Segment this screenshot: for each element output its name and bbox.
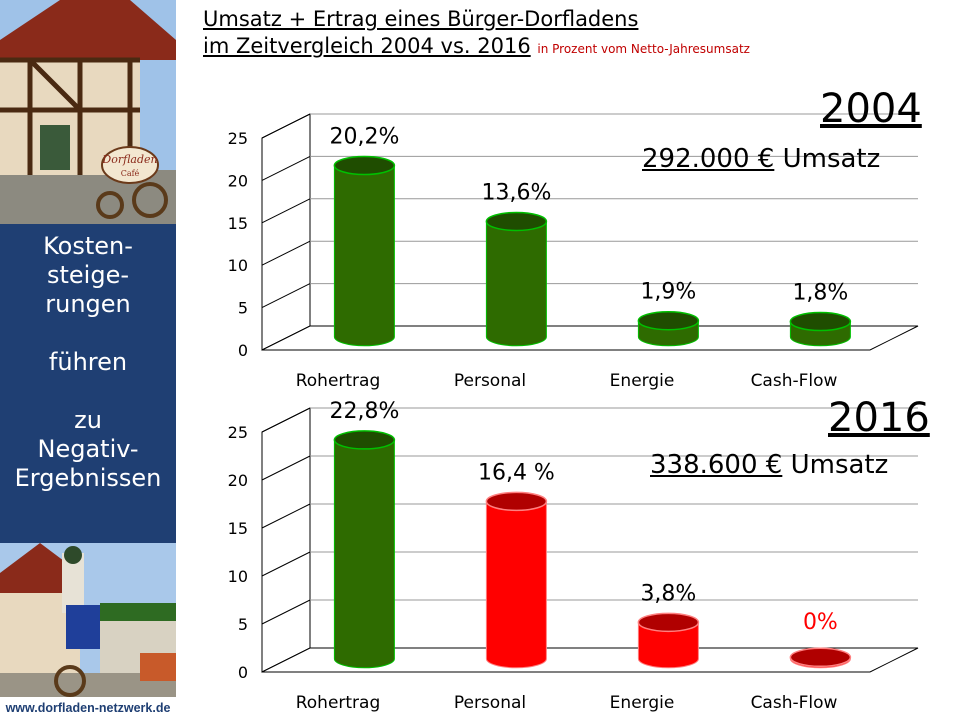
gridline-side [261, 455, 311, 481]
title-line-2: im Zeitvergleich 2004 vs. 2016 [203, 34, 531, 58]
page-title: Umsatz + Ertrag eines Bürger-Dorfladens … [203, 6, 750, 63]
floor [261, 325, 919, 351]
bar [789, 647, 852, 669]
revenue-2016-word: Umsatz [782, 450, 889, 480]
data-label: 13,6% [481, 180, 551, 205]
y-tick-label: 0 [238, 663, 248, 682]
x-category-label: Cash-Flow [751, 371, 838, 391]
gridline-side [261, 407, 311, 433]
data-label: 0% [803, 610, 838, 635]
shop-photo-bottom [0, 543, 176, 697]
bar-top [333, 155, 396, 176]
bar-top [333, 430, 396, 450]
shop-sign-subtext: Café [121, 169, 140, 178]
data-label: 20,2% [329, 125, 399, 150]
chart-2004-svg: 0 5 10 15 20 25 20,2% Rohertrag 13,6% Personal 1,9… [228, 113, 919, 391]
bar [485, 491, 548, 669]
side-wall [261, 407, 311, 673]
bar-body [333, 165, 395, 347]
sidebar-line: Ergebnissen [14, 464, 162, 492]
title-note: in Prozent vom Netto-Jahresumsatz [537, 42, 750, 56]
sidebar-line [0, 319, 176, 348]
bar [333, 430, 396, 669]
sidebar-line: steige- [46, 261, 129, 289]
sidebar-message: Kosten-steige-rungen führen zu Negativ- Erge… [0, 232, 176, 493]
y-tick-label: 10 [228, 256, 248, 275]
chart-2016-svg: 0 5 10 15 20 25 22,8% Rohertrag 16,4 % Personal 3,… [228, 399, 919, 713]
data-label: 1,8% [792, 281, 848, 306]
y-tick-label: 0 [238, 341, 248, 360]
gridline-side [261, 551, 311, 577]
sidebar-line [0, 377, 176, 406]
bar [789, 311, 852, 347]
x-category-label: Energie [610, 371, 675, 391]
x-category-label: Personal [454, 371, 526, 391]
bar-top [485, 491, 548, 512]
year-2004-label: 2004 [820, 86, 922, 132]
bar [637, 310, 700, 347]
bar-body [333, 439, 395, 669]
bar-top [637, 310, 700, 331]
gridline-side [261, 283, 311, 309]
gridline-side [261, 155, 311, 181]
year-2016-label: 2016 [828, 395, 930, 441]
y-tick-label: 20 [228, 471, 248, 490]
bar-body [485, 220, 547, 347]
x-category-label: Rohertrag [296, 693, 381, 713]
gridline-side [261, 113, 311, 139]
data-label: 16,4 % [478, 460, 555, 485]
gridline-side [261, 503, 311, 529]
bar-top [485, 211, 548, 232]
bar [485, 211, 548, 347]
y-tick-label: 25 [228, 129, 248, 148]
sidebar-line: Kosten- [43, 232, 133, 260]
side-wall [261, 113, 311, 351]
y-tick-label: 15 [228, 519, 248, 538]
revenue-2016-amount: 338.600 € [650, 450, 783, 480]
bar-body [637, 621, 699, 669]
y-tick-label: 20 [228, 171, 248, 190]
revenue-2004-amount: 292.000 € [642, 144, 775, 174]
bar-top [789, 647, 852, 668]
sidebar-line: zu [74, 406, 102, 434]
sidebar: Dorfladen Café Kosten-steige-rungen führe… [0, 0, 176, 720]
website-url[interactable]: www.dorfladen-netzwerk.de [0, 697, 176, 720]
x-category-label: Cash-Flow [751, 693, 838, 713]
sidebar-line: rungen [45, 290, 131, 318]
bar-top [637, 612, 700, 633]
sidebar-line: führen [48, 348, 128, 376]
y-tick-label: 10 [228, 567, 248, 586]
bar [637, 612, 700, 669]
gridline-side [261, 198, 311, 224]
gridline-side [261, 240, 311, 266]
y-tick-label: 25 [228, 423, 248, 442]
title-line-1: Umsatz + Ertrag eines Bürger-Dorfladens [203, 7, 639, 31]
chart-2004: 0 5 10 15 20 25 20,2% Rohertrag 13,6% Personal 1,9… [190, 80, 940, 400]
y-tick-label: 5 [238, 615, 248, 634]
data-label: 3,8% [640, 581, 696, 606]
floor [261, 647, 919, 673]
chart-2016: 0 5 10 15 20 25 22,8% Rohertrag 16,4 % Personal 3,… [190, 395, 940, 715]
shop-sign-text: Dorfladen [101, 153, 157, 166]
x-category-label: Personal [454, 693, 526, 713]
revenue-2016: 338.600 € Umsatz [650, 450, 888, 480]
sidebar-line: Negativ- [37, 435, 139, 463]
x-category-label: Energie [610, 693, 675, 713]
revenue-2004: 292.000 € Umsatz [642, 144, 880, 174]
bar-top [789, 311, 852, 332]
gridline-side [261, 599, 311, 625]
y-tick-label: 15 [228, 214, 248, 233]
y-tick-label: 5 [238, 299, 248, 318]
data-label: 22,8% [329, 399, 399, 424]
bar-body [485, 500, 547, 669]
shop-photo-top: Dorfladen Café [0, 0, 176, 224]
bar [333, 155, 396, 347]
revenue-2004-word: Umsatz [774, 144, 881, 174]
data-label: 1,9% [640, 280, 696, 305]
x-category-label: Rohertrag [296, 371, 381, 391]
